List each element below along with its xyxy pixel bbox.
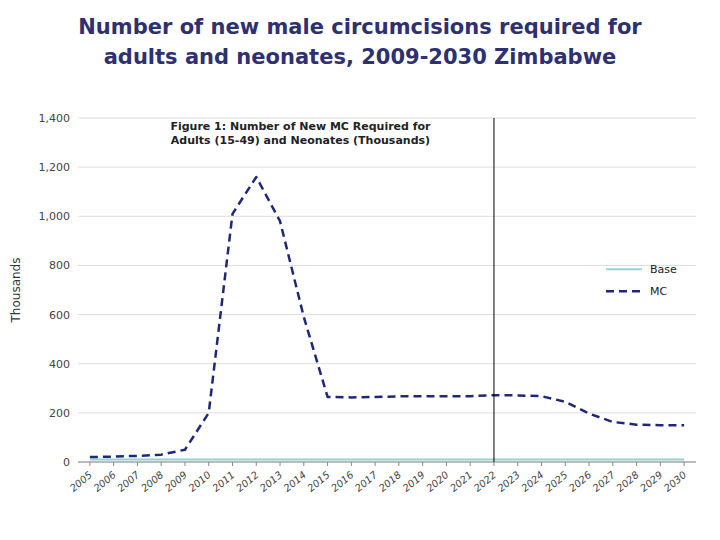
legend: Base MC <box>606 263 677 298</box>
x-tick-label: 2028 <box>614 469 641 494</box>
x-tick-label: 2029 <box>638 469 665 494</box>
x-tick-label: 2008 <box>139 469 166 494</box>
x-tick <box>565 462 566 466</box>
x-tick <box>612 462 613 466</box>
x-tick-label: 2015 <box>305 469 332 494</box>
grid-line <box>78 216 696 217</box>
x-tick-label: 2025 <box>543 469 570 494</box>
subtitle: Figure 1: Number of New MC Required for <box>170 120 431 133</box>
x-tick-label: 2011 <box>210 469 237 494</box>
x-tick <box>589 462 590 466</box>
x-tick <box>161 462 162 466</box>
x-tick-label: 2005 <box>68 469 95 494</box>
plot-area <box>90 118 684 462</box>
x-tick-label: 2017 <box>353 469 380 494</box>
title: Number of new male circumcisions require… <box>78 15 642 39</box>
y-tick-label: 800 <box>49 259 70 272</box>
grid-line <box>78 118 696 119</box>
grid-line <box>78 314 696 315</box>
x-tick <box>636 462 637 466</box>
x-tick <box>351 462 352 466</box>
grid-line <box>78 412 696 413</box>
x-tick <box>422 462 423 466</box>
legend-label: MC <box>650 285 667 298</box>
x-tick <box>493 462 494 466</box>
y-tick-label: 600 <box>49 309 70 322</box>
x-tick-label: 2030 <box>662 469 689 494</box>
y-tick-label: 200 <box>49 407 70 420</box>
x-tick-label: 2013 <box>258 469 285 494</box>
grid <box>78 118 696 462</box>
x-tick <box>89 462 90 466</box>
x-tick-label: 2016 <box>329 469 356 494</box>
x-tick <box>470 462 471 466</box>
x-tick <box>184 462 185 466</box>
x-tick <box>446 462 447 466</box>
x-tick <box>303 462 304 466</box>
y-tick-label: 400 <box>49 358 70 371</box>
x-tick <box>327 462 328 466</box>
x-tick-label: 2010 <box>186 469 213 494</box>
x-tick <box>517 462 518 466</box>
y-axis-label: Thousands <box>9 258 23 324</box>
x-tick-label: 2027 <box>591 469 618 494</box>
reference-line <box>493 118 494 462</box>
x-tick <box>256 462 257 466</box>
x-tick-label: 2007 <box>115 469 142 494</box>
x-tick <box>660 462 661 466</box>
x-tick <box>137 462 138 466</box>
x-axis-line <box>78 462 696 463</box>
x-tick-label: 2021 <box>448 469 475 494</box>
y-tick-label: 1,400 <box>39 112 71 125</box>
line-series <box>90 459 684 461</box>
x-tick-label: 2019 <box>400 469 427 494</box>
chart: Number of new male circumcisions require… <box>0 0 720 540</box>
y-tick-label: 1,200 <box>39 161 71 174</box>
x-tick-label: 2022 <box>472 469 499 494</box>
x-tick-label: 2009 <box>163 469 190 494</box>
grid-line <box>78 265 696 266</box>
x-tick <box>113 462 114 466</box>
y-tick-label: 1,000 <box>39 210 71 223</box>
y-tick-label: 0 <box>63 456 70 469</box>
subtitle: Adults (15-49) and Neonates (Thousands) <box>171 134 430 147</box>
x-tick <box>541 462 542 466</box>
grid-line <box>78 167 696 168</box>
x-tick <box>232 462 233 466</box>
x-tick-label: 2024 <box>519 469 546 494</box>
grid-line <box>78 363 696 364</box>
x-tick <box>280 462 281 466</box>
x-tick-label: 2014 <box>282 469 309 494</box>
x-tick <box>375 462 376 466</box>
x-tick <box>208 462 209 466</box>
x-tick-label: 2012 <box>234 469 261 494</box>
x-tick-label: 2020 <box>424 469 451 494</box>
x-tick <box>398 462 399 466</box>
grid-line <box>78 462 696 463</box>
title: adults and neonates, 2009-2030 Zimbabwe <box>104 45 617 69</box>
x-tick-label: 2018 <box>377 469 404 494</box>
legend-swatch <box>606 290 642 293</box>
x-tick <box>684 462 685 466</box>
x-tick-label: 2006 <box>91 469 118 494</box>
x-tick-label: 2023 <box>495 469 522 494</box>
legend-label: Base <box>650 263 677 276</box>
x-tick-label: 2026 <box>567 469 594 494</box>
legend-swatch <box>606 268 642 270</box>
line-series <box>90 177 684 457</box>
